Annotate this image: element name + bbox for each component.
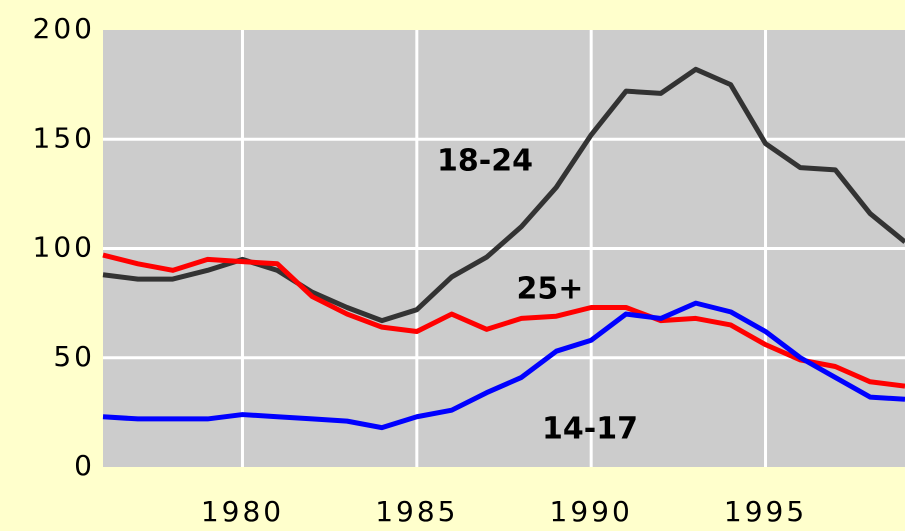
y-tick-label: 0 xyxy=(74,449,95,482)
y-tick-label: 200 xyxy=(33,12,95,45)
series-line xyxy=(102,300,905,431)
series-line xyxy=(102,252,905,389)
x-tick-label: 1990 xyxy=(550,495,633,528)
y-tick-label: 50 xyxy=(53,340,95,373)
y-tick-label: 150 xyxy=(33,121,95,154)
x-tick-label: 1980 xyxy=(201,495,284,528)
y-tick-label: 100 xyxy=(33,231,95,264)
series-label: 25+ xyxy=(517,272,584,307)
x-tick-label: 1995 xyxy=(724,495,807,528)
series-label: 14-17 xyxy=(542,412,638,447)
x-tick-label: 1985 xyxy=(375,495,458,528)
series-label: 18-24 xyxy=(437,144,533,179)
